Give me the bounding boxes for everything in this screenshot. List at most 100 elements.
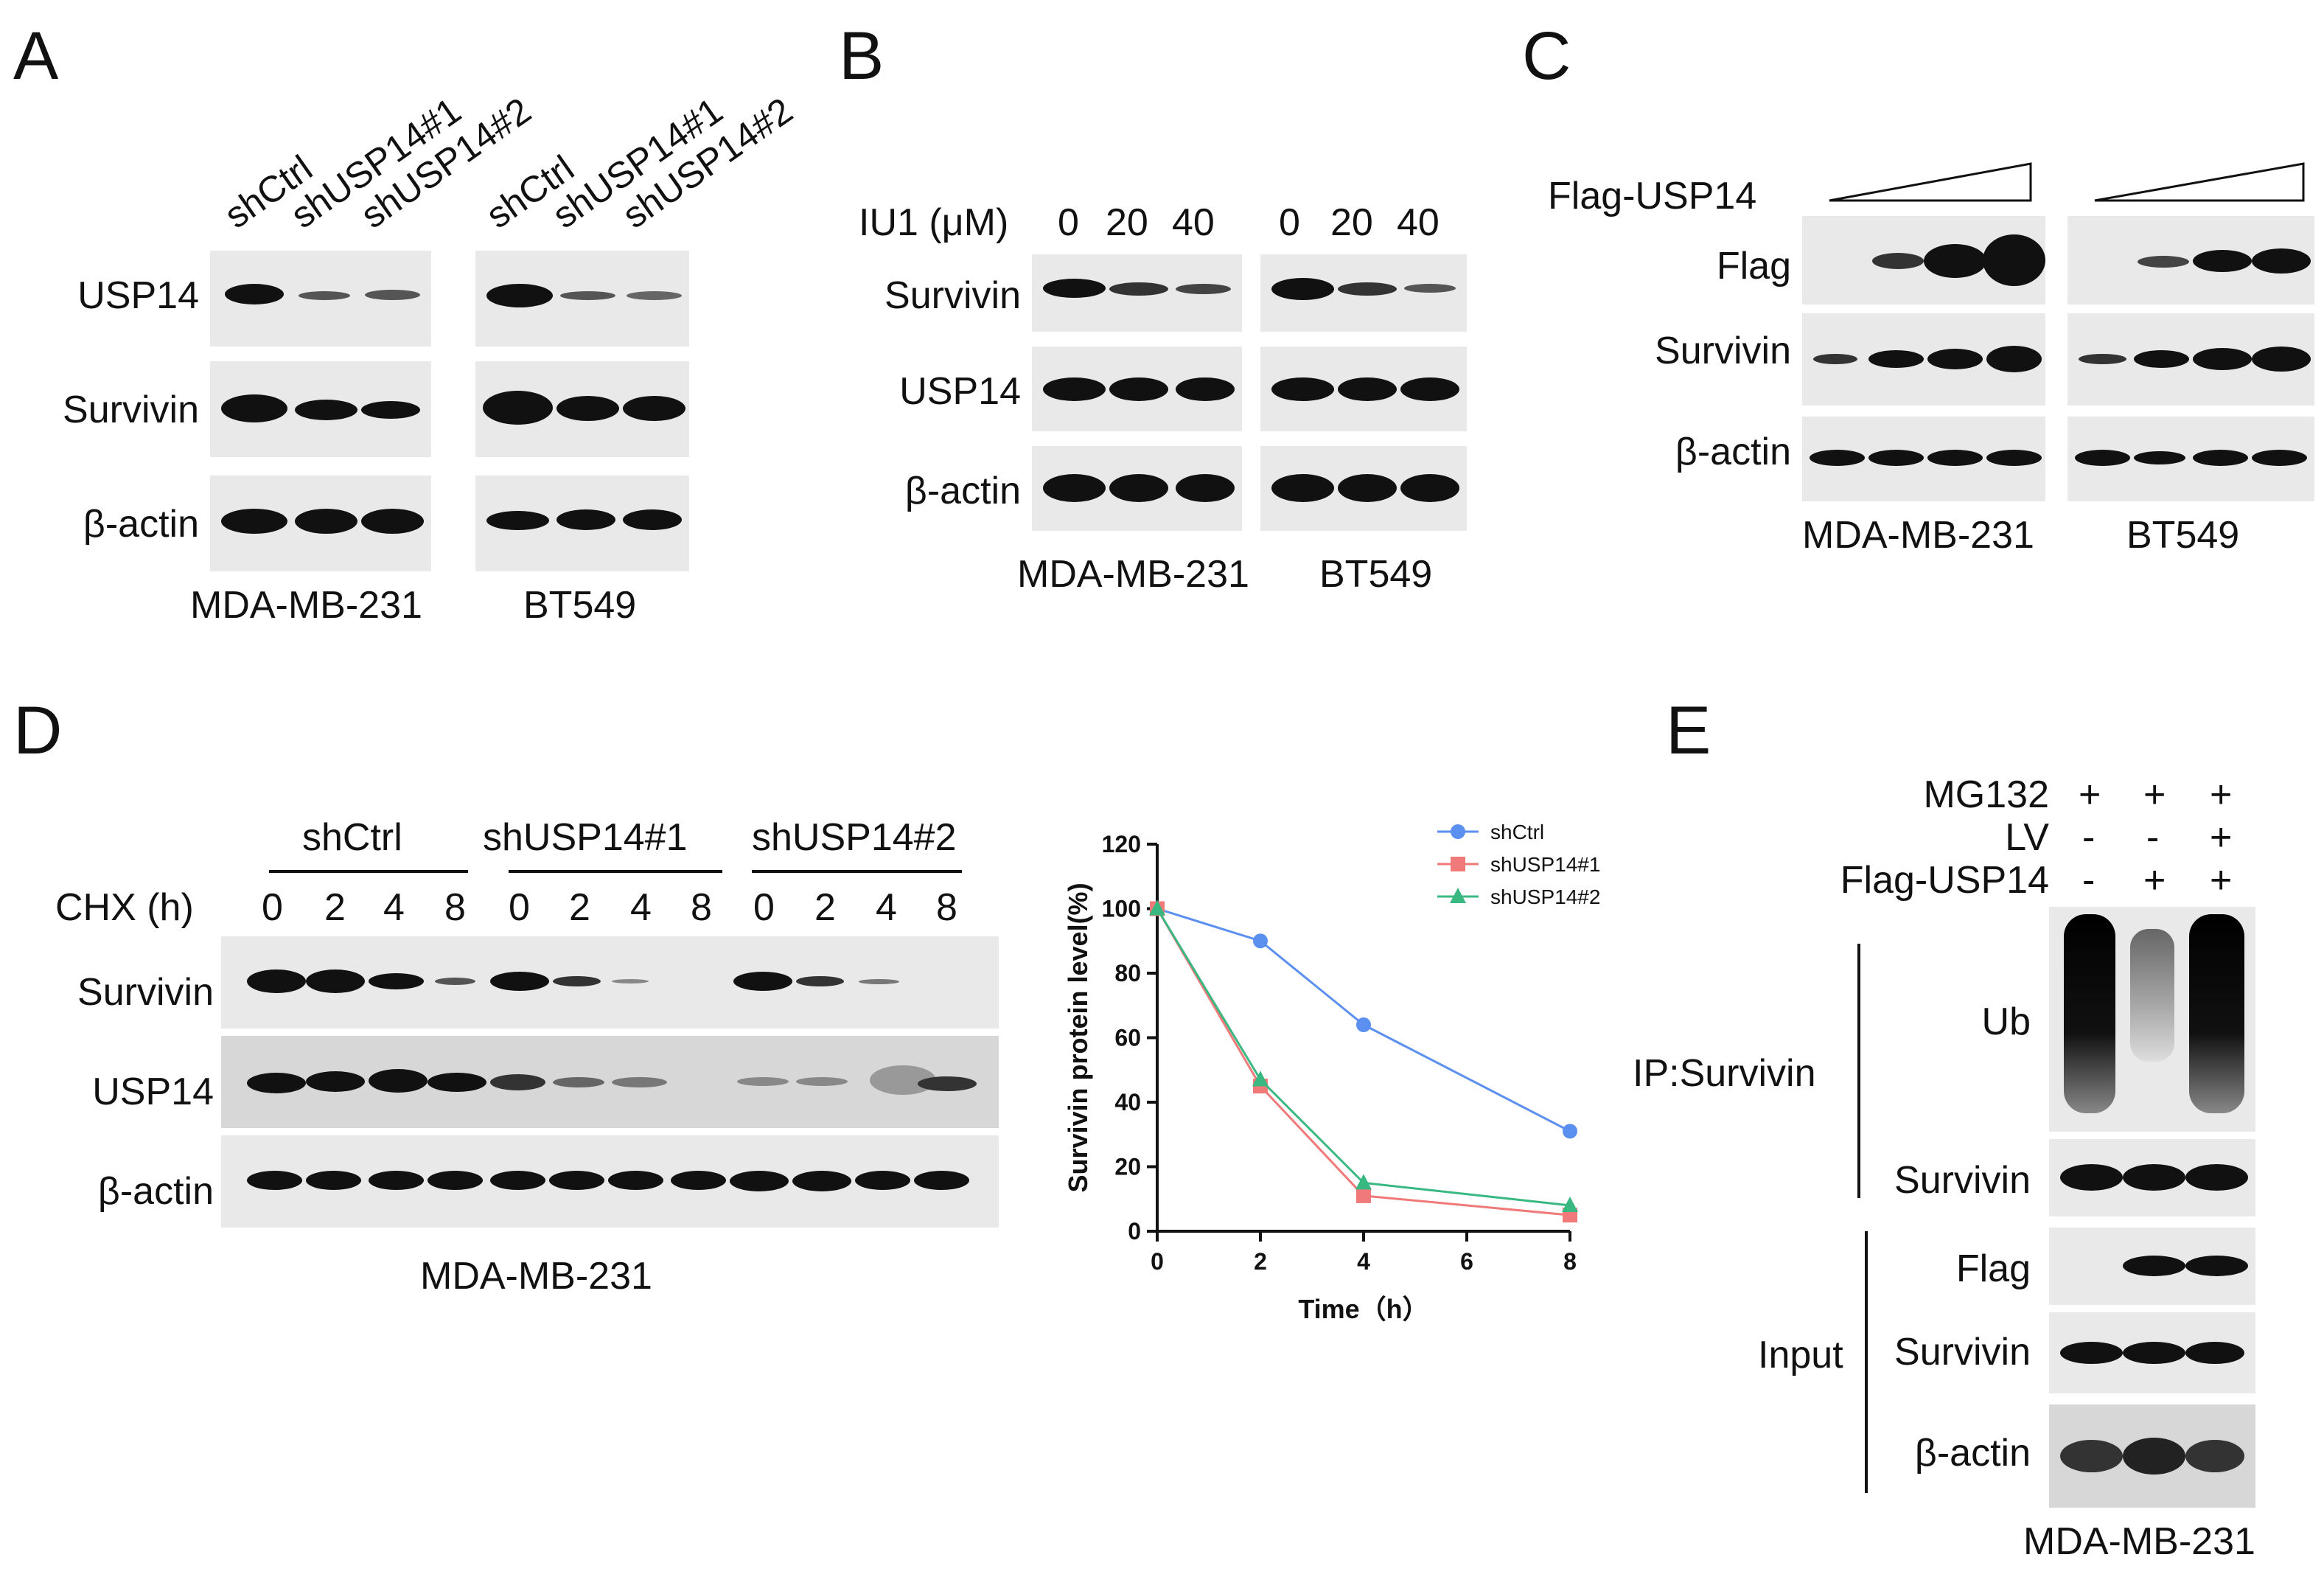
panel-b-cell-line-2: BT549 (1319, 553, 1433, 596)
legend-marker-3 (1450, 888, 1466, 903)
series-line-3 (1156, 908, 1571, 1207)
panel-b-row-survivin: Survivin (884, 274, 1021, 317)
series-3-point (1355, 1174, 1372, 1190)
panel-e-mg132-1: + (2079, 773, 2101, 816)
panel-e-row-flag: Flag (1955, 1247, 2031, 1290)
panel-e-blot-input-survivin (2049, 1312, 2255, 1393)
panel-e-cell-line: MDA-MB-231 (2023, 1520, 2255, 1563)
panel-e-blot-ub (2049, 907, 2255, 1132)
panel-b-blot-survivin-mda (1032, 254, 1242, 332)
panel-b-dose-2: 20 (1106, 201, 1148, 244)
panel-c-blot-survivin-mda (1802, 313, 2045, 405)
panel-e-input-label: Input (1758, 1334, 1843, 1376)
panel-c-blot-flag-bt (2067, 216, 2314, 304)
panel-c-blot-flag-mda (1802, 216, 2045, 304)
panel-e-blot-flag (2049, 1228, 2255, 1305)
series-3-point (1252, 1071, 1269, 1087)
y-tick-label: 80 (1114, 960, 1141, 986)
panel-a-blot-usp14-mda (210, 251, 431, 347)
panel-d-group-2: shUSP14#1 (483, 816, 688, 859)
panel-e-row-ub: Ub (1981, 1000, 2031, 1043)
panel-d-time-4: 8 (444, 886, 466, 929)
panel-e-letter: E (1666, 693, 1711, 768)
y-axis-label: Survivin protein level(%) (1063, 883, 1093, 1192)
panel-e-lv-3: + (2210, 816, 2233, 859)
x-axis-label: Time（h） (1298, 1294, 1428, 1324)
panel-d-row-actin: β-actin (97, 1170, 214, 1213)
legend-label-3: shUSP14#2 (1490, 885, 1600, 908)
panel-c-row-survivin: Survivin (1655, 330, 1791, 372)
panel-d-time-11: 4 (876, 886, 897, 929)
panel-c-treatment: Flag-USP14 (1548, 175, 1757, 217)
panel-e-lv-2: - (2146, 816, 2160, 859)
y-tick-label: 40 (1114, 1089, 1141, 1115)
panel-a-row-usp14: USP14 (77, 274, 199, 317)
panel-b-cell-line-1: MDA-MB-231 (1017, 553, 1249, 596)
panel-a-blot-survivin-mda (210, 361, 431, 457)
panel-e-flag-1: - (2082, 859, 2096, 902)
panel-d-time-10: 2 (814, 886, 836, 929)
panel-c-blot-actin-bt (2067, 417, 2314, 501)
panel-e-row-input-survivin: Survivin (1894, 1331, 2031, 1374)
series-line-2 (1156, 908, 1571, 1216)
panel-e-mg132-2: + (2143, 773, 2166, 816)
panel-e-ip-label: IP:Survivin (1633, 1052, 1816, 1095)
panel-a-blot-actin-bt (475, 476, 689, 571)
panel-e-row-actin: β-actin (1914, 1432, 2031, 1475)
panel-d-group-3: shUSP14#2 (752, 816, 957, 859)
panel-d-time-7: 4 (630, 886, 652, 929)
panel-c-row-actin: β-actin (1675, 431, 1791, 473)
series-3-point (1149, 899, 1165, 916)
panel-a-cell-line-2: BT549 (523, 584, 637, 627)
panel-b-treatment: IU1 (μM) (859, 201, 1009, 244)
legend-label-2: shUSP14#1 (1490, 853, 1600, 876)
panel-b-dose-1: 0 (1058, 201, 1079, 244)
x-tick-label: 0 (1151, 1248, 1164, 1275)
panel-b-dose-4: 0 (1279, 201, 1300, 244)
panel-d-group-underline-1 (269, 870, 468, 873)
series-1-point (1356, 1017, 1371, 1032)
x-tick-label: 6 (1460, 1248, 1473, 1275)
panel-c-gradient-triangle-2 (2094, 162, 2305, 202)
x-tick-label: 8 (1563, 1248, 1577, 1275)
panel-b-dose-3: 40 (1172, 201, 1215, 244)
panel-b-blot-usp14-bt (1260, 347, 1467, 431)
y-tick-label: 120 (1102, 831, 1141, 857)
panel-e-blot-actin (2049, 1404, 2255, 1508)
panel-d-blot-survivin (221, 936, 999, 1028)
legend-label-1: shCtrl (1490, 821, 1544, 843)
panel-b-blot-actin-bt (1260, 446, 1467, 531)
y-tick-label: 0 (1128, 1218, 1141, 1244)
panel-c-letter: C (1522, 18, 1571, 94)
panel-d-time-12: 8 (936, 886, 957, 929)
panel-e-flag-3: + (2210, 859, 2233, 902)
panel-d-blot-actin (221, 1135, 999, 1228)
panel-b-blot-usp14-mda (1032, 347, 1242, 431)
panel-c-cell-line-1: MDA-MB-231 (1802, 514, 2034, 557)
panel-b-blot-survivin-bt (1260, 254, 1467, 332)
x-tick-label: 2 (1254, 1248, 1267, 1275)
panel-d-time-3: 4 (383, 886, 405, 929)
panel-d-time-8: 8 (691, 886, 712, 929)
panel-d-time-2: 2 (324, 886, 346, 929)
panel-a-letter: A (13, 18, 59, 94)
panel-c-blot-actin-mda (1802, 417, 2045, 501)
series-3-point (1562, 1197, 1578, 1212)
panel-d-time-6: 2 (569, 886, 590, 929)
panel-e-lv-1: - (2082, 816, 2096, 859)
panel-c-gradient-triangle-1 (1829, 162, 2032, 202)
panel-d-cell-line: MDA-MB-231 (420, 1255, 652, 1298)
panel-a-cell-line-1: MDA-MB-231 (190, 584, 422, 627)
panel-d-time-1: 0 (262, 886, 283, 929)
y-tick-label: 20 (1114, 1154, 1141, 1180)
panel-e-blot-ip-survivin (2049, 1139, 2255, 1216)
x-tick-label: 4 (1357, 1248, 1370, 1275)
panel-e-ip-bracket (1857, 944, 1860, 1198)
panel-c-cell-line-2: BT549 (2126, 514, 2240, 557)
series-line-1 (1156, 908, 1571, 1132)
legend-marker-2 (1451, 857, 1465, 871)
panel-d-blot-usp14 (221, 1036, 999, 1128)
panel-d-letter: D (13, 693, 63, 768)
panel-c-row-flag: Flag (1716, 245, 1791, 288)
panel-e-row-ip-survivin: Survivin (1894, 1159, 2031, 1202)
